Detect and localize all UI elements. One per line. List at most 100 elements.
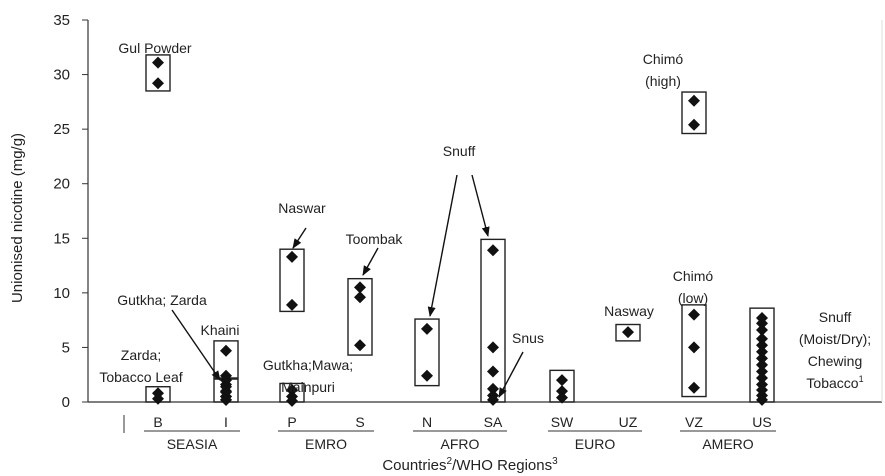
group-box bbox=[414, 318, 440, 387]
y-tick-label: 20 bbox=[53, 176, 70, 193]
data-point bbox=[756, 393, 768, 406]
country-label: SA bbox=[484, 414, 503, 430]
x-axis: B I P S N SA SW UZ VZ US SEASIA EMRO AFRO EURO AMERO bbox=[123, 414, 776, 452]
data-point bbox=[421, 322, 433, 335]
country-label: I bbox=[224, 414, 228, 430]
group-box bbox=[480, 238, 506, 403]
data-point bbox=[220, 344, 232, 357]
data-point bbox=[556, 385, 568, 398]
x-axis-title-sup-1: 2 bbox=[447, 456, 453, 467]
data-point bbox=[756, 339, 768, 352]
data-point bbox=[220, 374, 232, 387]
x-axis-title-countries: Countries bbox=[382, 457, 446, 474]
data-point bbox=[152, 56, 164, 69]
annotation-khaini: Khaini bbox=[201, 322, 240, 338]
snuff-arrow-n bbox=[427, 174, 458, 317]
annotation-snuff-moist: Tobacco1 bbox=[806, 374, 863, 391]
data-point bbox=[756, 332, 768, 345]
region-label: EMRO bbox=[305, 436, 347, 452]
data-point bbox=[354, 339, 366, 352]
group-box bbox=[279, 248, 305, 313]
data-point bbox=[688, 308, 700, 321]
y-tick-label: 0 bbox=[62, 394, 70, 411]
y-tick-label: 30 bbox=[53, 67, 70, 84]
data-point bbox=[756, 323, 768, 336]
toombak-arrow bbox=[362, 247, 379, 276]
country-label: N bbox=[422, 414, 432, 430]
y-tick-label: 35 bbox=[53, 12, 70, 29]
country-label: SW bbox=[551, 414, 574, 430]
annotations: Gul Powder Chimó (high) Naswar Toombak Snuff G… bbox=[99, 40, 871, 395]
annotation-gutkha-mawa: Mainpuri bbox=[281, 379, 335, 395]
annotation-gutkha-mawa: Gutkha;Mawa; bbox=[263, 357, 353, 373]
data-point bbox=[220, 393, 232, 406]
data-point bbox=[152, 77, 164, 90]
data-point bbox=[688, 94, 700, 107]
group-box bbox=[681, 91, 707, 135]
y-axis: 0 5 10 15 20 25 30 35 bbox=[53, 12, 88, 411]
x-axis-title-sup-2: 3 bbox=[552, 456, 558, 467]
annotation-nasway: Nasway bbox=[604, 303, 654, 319]
y-tick-label: 5 bbox=[62, 339, 70, 356]
annotation-snuff: Snuff bbox=[443, 143, 476, 159]
region-label: AMERO bbox=[702, 436, 753, 452]
snus-arrow bbox=[498, 351, 524, 398]
y-axis-title: Unionised nicotine (mg/g) bbox=[9, 133, 26, 303]
data-point bbox=[756, 352, 768, 365]
data-point bbox=[487, 382, 499, 395]
group-box bbox=[347, 277, 373, 356]
data-point bbox=[487, 341, 499, 354]
data-point bbox=[622, 326, 634, 339]
data-point bbox=[487, 365, 499, 378]
data-point bbox=[556, 374, 568, 387]
data-point bbox=[286, 394, 298, 407]
data-point bbox=[152, 392, 164, 405]
data-point bbox=[487, 393, 499, 406]
annotation-toombak: Toombak bbox=[346, 231, 404, 247]
gutkha-zarda-arrow bbox=[171, 309, 221, 381]
annotation-zarda-tobacco: Zarda; bbox=[121, 347, 161, 363]
region-label: AFRO bbox=[441, 436, 480, 452]
annotation-zarda-tobacco: Tobacco Leaf bbox=[99, 369, 182, 385]
annotation-chimo-high: (high) bbox=[645, 73, 681, 89]
annotation-naswar: Naswar bbox=[278, 200, 326, 216]
x-axis-title: Countries2/WHO Regions3 bbox=[382, 456, 558, 474]
data-point bbox=[286, 383, 298, 396]
country-label: US bbox=[752, 414, 771, 430]
annotation-snuff-moist: (Moist/Dry); bbox=[799, 331, 871, 347]
data-point bbox=[354, 291, 366, 304]
country-label: S bbox=[355, 414, 364, 430]
country-label: UZ bbox=[619, 414, 638, 430]
group-box bbox=[681, 304, 707, 398]
data-point bbox=[756, 317, 768, 330]
y-tick-label: 25 bbox=[53, 121, 70, 138]
annotation-snuff-moist: Chewing bbox=[808, 353, 862, 369]
annotation-chimo-low: (low) bbox=[678, 290, 708, 306]
x-axis-title-regions: /WHO Regions bbox=[452, 457, 552, 474]
data-point bbox=[688, 118, 700, 131]
country-label: B bbox=[153, 414, 162, 430]
annotation-snus: Snus bbox=[512, 330, 544, 346]
data-point bbox=[354, 281, 366, 294]
annotation-snuff-moist: Snuff bbox=[819, 309, 852, 325]
country-label: VZ bbox=[685, 414, 703, 430]
data-point bbox=[286, 298, 298, 311]
group-box bbox=[615, 323, 641, 342]
data-points bbox=[152, 56, 768, 407]
data-point bbox=[421, 369, 433, 382]
country-label: P bbox=[287, 414, 296, 430]
naswar-arrow bbox=[292, 227, 307, 249]
data-point bbox=[487, 244, 499, 257]
y-tick-label: 15 bbox=[53, 230, 70, 247]
annotation-superscript: 1 bbox=[859, 374, 864, 384]
annotation-chimo-high: Chimó bbox=[643, 51, 684, 67]
snuff-arrow-sa bbox=[471, 174, 490, 237]
y-tick-label: 10 bbox=[53, 285, 70, 302]
data-point bbox=[688, 381, 700, 394]
annotation-chimo-low: Chimó bbox=[673, 268, 714, 284]
data-point bbox=[688, 341, 700, 354]
region-label: EURO bbox=[575, 436, 616, 452]
data-point bbox=[286, 250, 298, 263]
annotation-gul: Gul Powder bbox=[118, 40, 191, 56]
